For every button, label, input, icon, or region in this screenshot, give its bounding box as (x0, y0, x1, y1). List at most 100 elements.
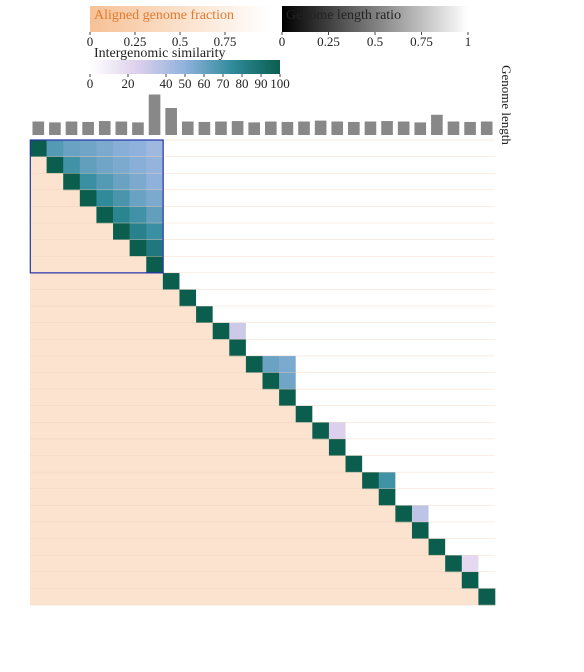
similarity-cell (395, 223, 413, 240)
similarity-cell (461, 355, 479, 373)
similarity-cell (345, 438, 363, 456)
similarity-cell (279, 173, 297, 191)
similarity-cell (279, 389, 297, 407)
similarity-cell (113, 189, 130, 207)
similarity-cell (478, 505, 496, 523)
similarity-cell (461, 488, 479, 506)
similarity-cell (461, 206, 479, 224)
similarity-cell (162, 223, 180, 240)
similarity-cell (461, 322, 479, 340)
similarity-cell (129, 239, 147, 257)
similarity-cell (30, 140, 47, 157)
similarity-cell (395, 140, 413, 157)
similarity-cell (461, 538, 479, 556)
similarity-cell (245, 289, 263, 307)
legend-tick-label: 50 (179, 76, 192, 91)
similarity-cell (445, 173, 463, 191)
similarity-cell (279, 322, 297, 340)
similarity-cell (478, 588, 496, 606)
similarity-cell (445, 521, 463, 539)
similarity-cell (445, 256, 463, 274)
similarity-cell (395, 189, 413, 207)
similarity-cell (345, 355, 363, 373)
similarity-cell (295, 272, 313, 290)
similarity-cell (295, 206, 313, 224)
similarity-cell (312, 422, 330, 440)
similarity-cell (428, 173, 446, 191)
similarity-cell (129, 140, 147, 157)
genome-length-bar (165, 108, 177, 135)
similarity-cell (395, 289, 413, 307)
genome-length-bar (397, 121, 410, 135)
similarity-cell (262, 372, 280, 390)
similarity-cell (378, 189, 396, 207)
similarity-cell (279, 355, 297, 373)
similarity-cell (295, 189, 313, 207)
similarity-cell (345, 206, 363, 224)
similarity-cell (411, 455, 429, 473)
legend-bar (90, 60, 280, 74)
similarity-cell (245, 189, 263, 207)
similarity-cell (478, 206, 496, 224)
similarity-cell (245, 206, 263, 224)
similarity-cell (478, 438, 496, 456)
similarity-cell (312, 173, 330, 191)
similarity-cell (345, 272, 363, 290)
similarity-cell (328, 256, 346, 274)
similarity-cell (428, 405, 446, 423)
similarity-cell (229, 173, 247, 191)
similarity-cell (461, 223, 479, 240)
similarity-cell (328, 223, 346, 240)
similarity-cell (345, 289, 363, 307)
similarity-cell (428, 272, 446, 290)
similarity-cell (245, 156, 263, 174)
similarity-cell (428, 521, 446, 539)
similarity-cell (79, 173, 97, 191)
similarity-cell (378, 156, 396, 174)
similarity-cell (312, 372, 330, 390)
genome-length-bar (331, 121, 344, 135)
genome-length-bar (82, 121, 94, 135)
genome-length-bar (198, 121, 211, 135)
similarity-cell (312, 322, 330, 340)
similarity-cell (411, 339, 429, 357)
similarity-cell (229, 239, 247, 257)
similarity-cell (445, 488, 463, 506)
similarity-cell (129, 173, 147, 191)
similarity-cell (478, 140, 496, 157)
legend-tick-label: 0.25 (317, 34, 340, 49)
similarity-cell (162, 239, 180, 257)
similarity-cell (445, 438, 463, 456)
similarity-cell (312, 156, 330, 174)
similarity-cell (245, 306, 263, 323)
similarity-cell (428, 206, 446, 224)
similarity-cell (262, 140, 280, 157)
similarity-cell (478, 372, 496, 390)
similarity-cell (295, 405, 313, 423)
similarity-cell (362, 438, 380, 456)
similarity-cell (212, 306, 230, 323)
legend-tick-label: 1 (465, 34, 472, 49)
similarity-cell (46, 140, 64, 157)
similarity-cell (411, 272, 429, 290)
similarity-cell (478, 256, 496, 274)
similarity-cell (478, 455, 496, 473)
similarity-cell (279, 306, 297, 323)
similarity-cell (445, 206, 463, 224)
similarity-cell (445, 555, 463, 573)
similarity-cell (378, 455, 396, 473)
similarity-cell (279, 189, 297, 207)
genome-length-bar (248, 122, 261, 135)
similarity-cell (411, 422, 429, 440)
similarity-cell (229, 156, 247, 174)
similarity-cell (378, 289, 396, 307)
similarity-cell (362, 306, 380, 323)
similarity-cell (328, 306, 346, 323)
similarity-cell (445, 372, 463, 390)
similarity-cell (478, 555, 496, 573)
similarity-cell (445, 189, 463, 207)
similarity-cell (245, 355, 263, 373)
similarity-cell (378, 206, 396, 224)
similarity-cell (428, 488, 446, 506)
similarity-cell (328, 156, 346, 174)
